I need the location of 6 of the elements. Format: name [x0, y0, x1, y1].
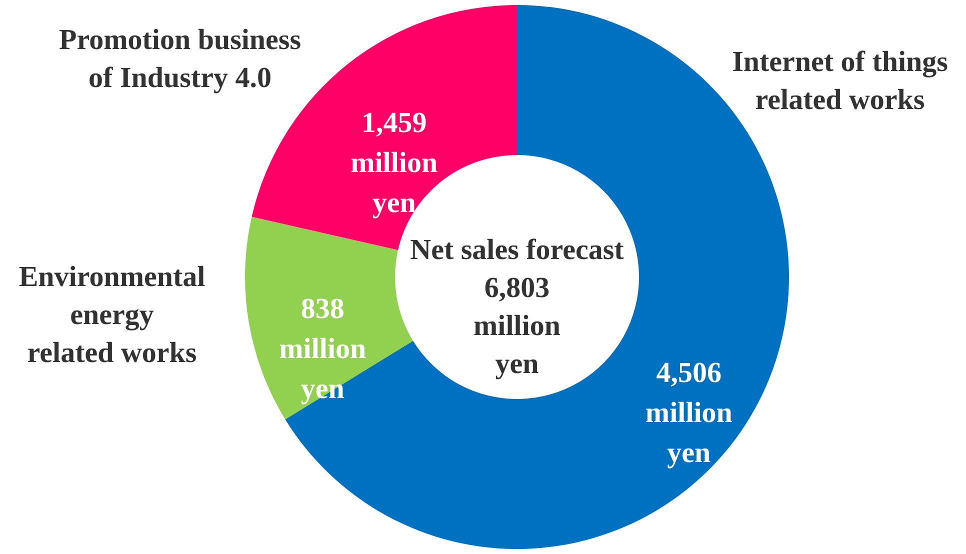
slice-label: Environmental energy related works [18, 261, 206, 369]
slice-label: Internet of things related works [732, 46, 948, 116]
text: Net sales forecast 6,803 million yen [410, 234, 624, 380]
slice-label: Promotion business of Industry 4.0 [59, 24, 301, 94]
data-label: 4,506 million yen [645, 357, 732, 470]
data-label: 1,459 million yen [350, 107, 438, 220]
